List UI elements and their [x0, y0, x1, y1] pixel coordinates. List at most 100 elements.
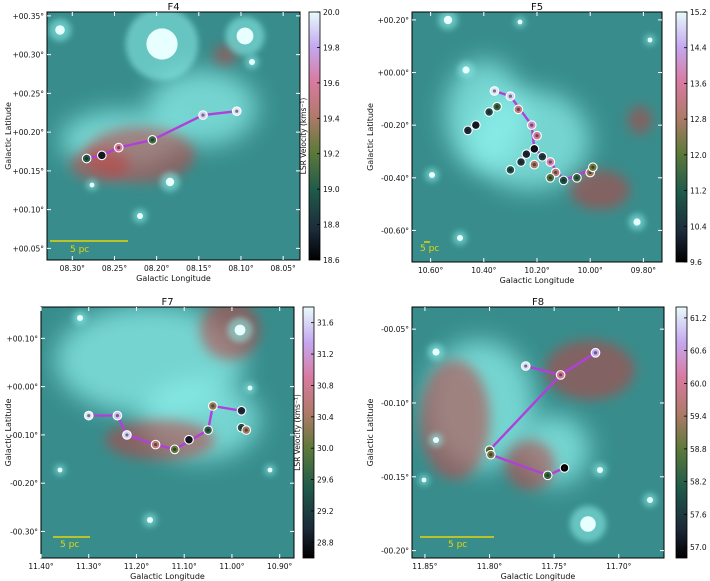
x-tick-label: 08.25°	[102, 264, 127, 273]
filament-spine-branch	[525, 364, 561, 377]
plot-frame	[46, 11, 301, 261]
data-point	[489, 86, 500, 96]
sky-image	[412, 12, 662, 262]
data-point-center	[466, 128, 470, 133]
colorbar-tick-label: 58.8	[690, 445, 707, 454]
star	[89, 182, 95, 188]
star	[457, 235, 463, 241]
colorbar-tick-label: 59.4	[690, 412, 707, 421]
data-point	[122, 430, 132, 440]
data-point	[241, 425, 252, 435]
y-tick-label: -00.30°	[10, 527, 38, 536]
star	[165, 177, 175, 187]
panel-title: F4	[167, 2, 179, 13]
panel-f7: 5 pc F7 11.40° 11.30° 11.20° 11.10° 11.00° 10.9…	[4, 297, 334, 581]
data-point-center	[530, 123, 534, 127]
colorbar	[308, 11, 321, 261]
colorbar-tick-label: 18.8	[323, 221, 340, 230]
star	[57, 467, 63, 473]
data-point-center	[489, 453, 493, 457]
data-point	[559, 463, 570, 473]
y-axis-label: Galactic Latitude	[4, 399, 13, 467]
data-point	[150, 439, 161, 450]
x-axis-label: Galactic Longitude	[130, 572, 205, 581]
x-tick-label: 11.80°	[477, 562, 502, 571]
y-tick-label: +00.25°	[12, 89, 44, 98]
dust-emission	[628, 106, 652, 134]
data-point-center	[201, 113, 205, 117]
colorbar-tick-label: 31.6	[317, 319, 334, 328]
data-point	[529, 143, 540, 154]
data-point-center	[559, 373, 563, 377]
x-tick-label: 11.85°	[412, 562, 437, 571]
x-tick-label: 11.20°	[124, 562, 149, 571]
colorbar-tick-label: 14.4	[690, 44, 707, 53]
data-point-center	[173, 447, 177, 451]
data-point	[505, 165, 516, 175]
colorbar-tick-label: 12.0	[690, 151, 707, 160]
data-point	[590, 347, 601, 358]
data-point-center	[540, 155, 544, 159]
sky-image	[47, 12, 300, 260]
data-point	[513, 104, 524, 115]
data-point-center	[508, 168, 513, 172]
star	[647, 37, 653, 43]
colorbar-tick-label: 19.2	[323, 150, 340, 159]
data-point	[113, 142, 124, 153]
data-point	[545, 157, 556, 167]
star	[462, 66, 470, 74]
y-tick-label: -00.20°	[381, 121, 409, 130]
data-point	[198, 110, 208, 120]
data-point	[520, 361, 531, 371]
scale-bar-label: 5 pc	[420, 244, 439, 254]
data-point	[169, 444, 180, 455]
star	[517, 19, 523, 25]
star	[432, 348, 440, 356]
data-point-center	[211, 404, 215, 408]
panel-title: F7	[161, 297, 173, 308]
star	[249, 59, 255, 65]
x-tick-label: 11.75°	[542, 562, 567, 571]
x-tick-label: 08.05°	[271, 264, 296, 273]
colorbar-tick-label: 57.6	[690, 510, 707, 519]
star	[597, 467, 603, 473]
star	[77, 315, 83, 321]
x-tick-label: 11.40°	[28, 562, 53, 571]
data-point-center	[492, 89, 497, 93]
y-tick-label: -00.40°	[381, 174, 409, 183]
colorbar-tick-label: 20.0	[323, 8, 340, 17]
data-point	[505, 91, 516, 102]
colorbar-tick-label: 9.6	[690, 258, 702, 267]
data-point-center	[593, 351, 598, 355]
data-point-center	[474, 123, 478, 127]
colorbar-tick-label: 18.6	[323, 256, 340, 265]
dust-emission	[545, 340, 635, 400]
x-tick-label: 08.20°	[144, 264, 169, 273]
x-tick-label: 08.15°	[186, 264, 211, 273]
data-point-center	[153, 442, 158, 447]
colorbar-tick-label: 11.2	[690, 187, 707, 196]
y-axis-label: Galactic Latitude	[4, 102, 13, 170]
data-point-center	[100, 153, 104, 157]
data-point-center	[206, 428, 210, 432]
star	[247, 385, 253, 391]
scale-bar-label: 5 pc	[70, 245, 89, 255]
colorbar-tick-label: 61.2	[690, 314, 707, 323]
colorbar-tick-label: 19.8	[323, 43, 340, 52]
data-point	[516, 157, 526, 167]
y-tick-label: -00.60°	[381, 226, 409, 235]
plot-frame	[40, 306, 295, 559]
data-point-center	[561, 178, 566, 183]
colorbar-label: LSR Velocity (kms⁻¹)	[293, 394, 302, 471]
data-point-center	[548, 160, 552, 164]
y-tick-label: -00.20°	[10, 479, 38, 488]
colorbar-label: LSR Velocity (kms⁻¹)	[299, 98, 308, 175]
panel-f5: 5 pc F5 10.60° 10.40° 10.20° 10.00° 09.80° -00.…	[366, 2, 707, 285]
y-tick-label: -00.05°	[381, 325, 409, 334]
data-point	[588, 162, 598, 173]
data-point	[147, 135, 158, 145]
x-axis-label: Galactic Longitude	[501, 572, 576, 581]
data-point	[83, 410, 94, 421]
colorbar-tick-label: 30.8	[317, 381, 334, 390]
y-tick-label: -00.20°	[381, 547, 409, 556]
